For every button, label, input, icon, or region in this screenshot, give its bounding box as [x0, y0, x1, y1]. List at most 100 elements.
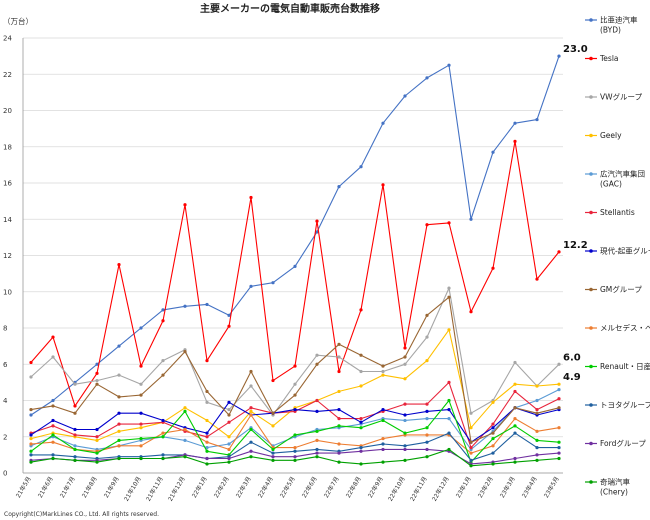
data-point	[557, 440, 561, 444]
data-point	[381, 418, 385, 423]
series-3	[29, 328, 561, 442]
data-point	[205, 431, 209, 435]
data-point	[513, 121, 517, 125]
legend-item: 広汽汽車集団(GAC)	[585, 169, 645, 189]
data-point	[425, 359, 429, 363]
legend-item: メルセデス・ベンツグループ	[585, 323, 650, 333]
data-point	[95, 371, 99, 375]
data-point	[205, 446, 209, 450]
data-point	[337, 355, 341, 359]
legend-swatch-marker	[589, 95, 593, 99]
data-point	[73, 455, 77, 459]
data-point	[29, 449, 33, 453]
data-point	[227, 456, 231, 461]
data-point	[293, 264, 297, 268]
data-point	[183, 349, 187, 354]
data-point	[249, 284, 253, 288]
data-point	[315, 455, 319, 459]
data-point	[557, 406, 561, 410]
data-point	[315, 398, 319, 403]
data-point	[249, 449, 253, 453]
x-tick-label: 21年6月	[36, 475, 55, 499]
data-point	[447, 63, 451, 67]
data-point	[293, 382, 297, 386]
x-tick-label: 23年1月	[454, 475, 473, 499]
data-point	[73, 382, 77, 386]
data-point	[249, 384, 253, 388]
data-point	[513, 139, 517, 143]
legend-swatch-marker	[589, 480, 593, 484]
legend-item: Fordグループ	[585, 438, 646, 448]
data-point	[535, 277, 539, 281]
data-point	[359, 426, 363, 430]
legend-item: VWグループ	[585, 92, 643, 102]
data-point	[337, 407, 341, 412]
data-point	[315, 438, 319, 442]
data-point	[447, 417, 451, 421]
legend-swatch-marker	[589, 249, 593, 253]
data-point	[337, 389, 341, 394]
data-point	[337, 460, 341, 464]
legend-label: トヨタグループ	[600, 400, 650, 410]
data-point	[183, 406, 187, 410]
data-point	[491, 451, 495, 455]
data-point	[425, 455, 429, 459]
data-point	[293, 433, 297, 437]
x-tick-label: 22年10月	[386, 475, 407, 503]
data-point	[535, 438, 539, 442]
data-point	[315, 447, 319, 452]
data-point	[293, 407, 297, 412]
x-tick-label: 22年8月	[344, 475, 363, 499]
x-tick-label: 21年10月	[122, 475, 143, 503]
data-point	[359, 384, 363, 388]
data-point	[337, 185, 341, 189]
data-point	[557, 362, 561, 366]
data-point	[29, 375, 33, 379]
data-point	[51, 418, 55, 423]
data-point	[337, 342, 341, 346]
legend-item: Tesla	[585, 54, 619, 63]
data-point	[425, 313, 429, 317]
y-tick-label: 22	[3, 71, 12, 79]
data-point	[469, 446, 473, 450]
legend-label: Renault・日産	[600, 361, 650, 371]
data-point	[557, 446, 561, 450]
data-point	[249, 427, 253, 432]
data-point	[29, 433, 33, 437]
legend-item: Renault・日産	[585, 361, 650, 371]
y-tick-label: 4	[3, 397, 8, 405]
data-point	[293, 364, 297, 368]
x-tick-label: 21年9月	[102, 475, 121, 499]
x-tick-label: 23年3月	[498, 475, 517, 499]
data-point	[227, 407, 231, 412]
data-point	[403, 346, 407, 350]
data-point	[227, 413, 231, 417]
data-point	[469, 310, 473, 314]
data-point	[381, 183, 385, 187]
data-point	[205, 462, 209, 466]
legend-label: VWグループ	[600, 92, 643, 102]
data-point	[381, 442, 385, 446]
data-point	[249, 369, 253, 374]
data-label: 4.9	[563, 372, 581, 383]
legend-swatch-marker	[589, 18, 593, 22]
data-point	[183, 427, 187, 432]
legend-label: Tesla	[599, 54, 619, 63]
y-tick-label: 14	[3, 216, 12, 224]
data-point	[535, 407, 539, 412]
data-point	[491, 444, 495, 448]
x-tick-label: 21年5月	[14, 475, 33, 499]
data-point	[271, 451, 275, 455]
data-point	[359, 308, 363, 312]
y-tick-label: 20	[3, 107, 12, 115]
data-point	[29, 360, 33, 365]
data-point	[249, 413, 253, 417]
series-line	[30, 296, 560, 443]
legend-swatch-marker	[589, 133, 593, 138]
legend-label: 奇瑞汽車(Chery)	[600, 477, 630, 497]
series-7	[29, 295, 561, 444]
series-line	[30, 55, 560, 416]
data-point	[337, 369, 341, 374]
data-point	[447, 295, 451, 299]
data-point	[205, 456, 209, 461]
